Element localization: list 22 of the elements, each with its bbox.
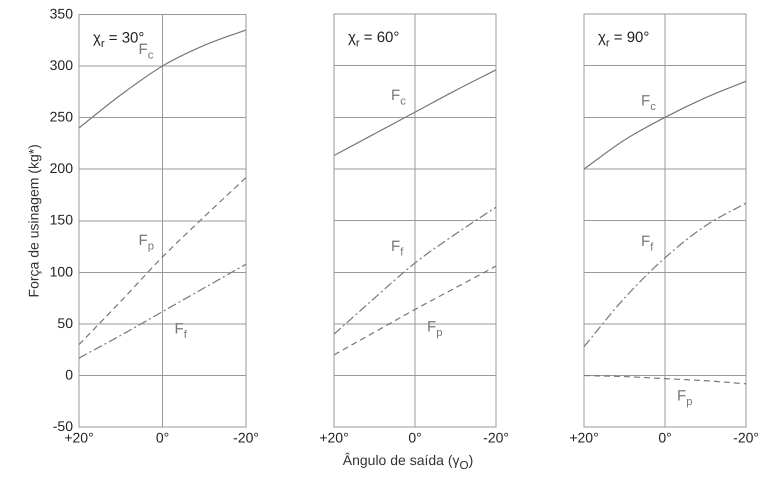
y-tick-label: 200 bbox=[50, 160, 74, 176]
y-tick-label: -50 bbox=[52, 418, 74, 434]
y-tick-label: 50 bbox=[57, 314, 74, 331]
line-series bbox=[79, 29, 246, 129]
y-tick-label: 350 bbox=[50, 5, 74, 22]
x-tick-label: +20° bbox=[319, 429, 349, 446]
y-tick-label: 300 bbox=[50, 56, 74, 73]
y-tick-label: 100 bbox=[50, 263, 74, 280]
y-tick-label: 0 bbox=[65, 366, 74, 382]
x-tick-label: -20° bbox=[733, 429, 760, 446]
x-tick-label: -20° bbox=[483, 429, 510, 446]
x-tick-label: 0° bbox=[408, 429, 422, 446]
x-axis-title: Ângulo de saída (γ$_{O}$) bbox=[342, 452, 474, 472]
x-tick-label: +20° bbox=[569, 429, 599, 446]
x-tick-label: 0° bbox=[156, 429, 170, 446]
x-tick-label: 0° bbox=[658, 429, 672, 446]
line-series bbox=[79, 264, 246, 359]
y-tick-label: 150 bbox=[50, 212, 74, 228]
line-series bbox=[79, 176, 246, 346]
y-axis-title: Força de usinagem (kg*) bbox=[25, 144, 42, 298]
y-tick-label: 250 bbox=[50, 108, 74, 124]
x-tick-label: -20° bbox=[233, 429, 260, 446]
